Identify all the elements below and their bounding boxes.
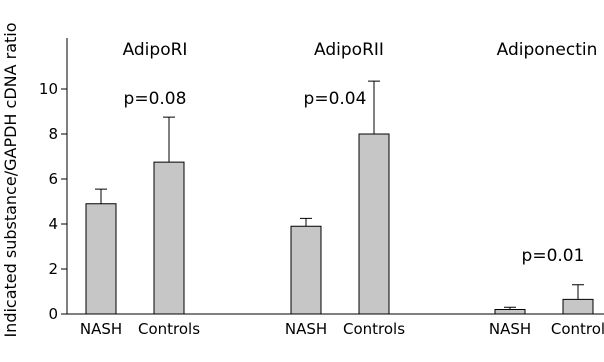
y-tick-label: 2 [48,260,58,278]
p-value-label: p=0.01 [522,246,585,266]
bar [358,133,390,315]
category-label: Controls [343,320,405,338]
y-tick-label: 8 [48,125,58,143]
bar [85,203,117,315]
bar [153,161,185,315]
p-value-label: p=0.04 [304,89,367,109]
y-tick-label: 10 [39,80,58,98]
category-label: NASH [285,320,327,338]
bar [290,225,322,315]
plot-area: 0 2 4 6 8 10 AdipoRI p=0.08 NASH Controls AdipoRII… [39,38,604,338]
p-value-label: p=0.08 [124,89,187,109]
group-title: AdipoRI [123,40,188,60]
bar [562,298,594,315]
y-tick-label: 0 [48,305,58,323]
bar [494,309,526,315]
category-label: NASH [489,320,531,338]
group-title: AdipoRII [314,40,384,60]
y-tick-label: 6 [48,170,58,188]
category-label: NASH [80,320,122,338]
y-tick-label: 4 [48,215,58,233]
category-label: Control [551,320,604,338]
y-axis-label: Indicated substance/GAPDH cDNA ratio [1,22,20,337]
category-label: Controls [138,320,200,338]
group-title: Adiponectin [497,40,598,60]
